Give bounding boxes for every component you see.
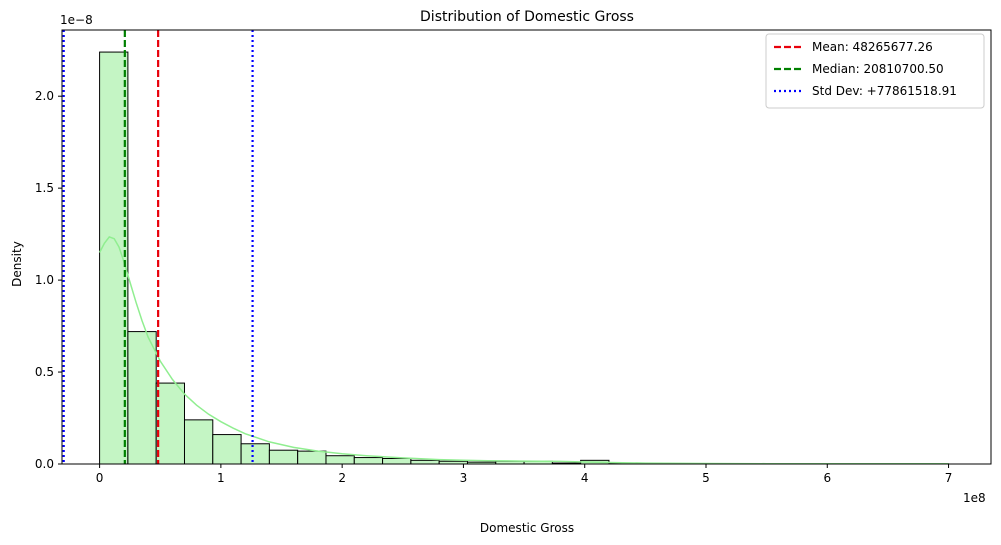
- histogram-bar: [268, 449, 299, 465]
- legend: Mean: 48265677.26 Median: 20810700.50 Std …: [765, 33, 985, 109]
- legend-label: Median: 20810700.50: [812, 62, 944, 76]
- histogram-bar: [297, 450, 327, 465]
- x-tick-label: 7: [945, 471, 953, 485]
- x-tick-label: 5: [702, 471, 710, 485]
- histogram-bar: [155, 382, 185, 465]
- histogram-bar: [410, 459, 440, 465]
- histogram-bar: [183, 419, 214, 465]
- kde-curve: [98, 236, 949, 465]
- x-tick-label: 4: [581, 471, 589, 485]
- histogram-bar: [212, 434, 242, 465]
- x-tick-label: 3: [460, 471, 468, 485]
- chart-title: Distribution of Domestic Gross: [420, 9, 634, 25]
- x-tick-label: 2: [338, 471, 346, 485]
- x-axis-label: Domestic Gross: [480, 521, 574, 535]
- y-tick-label: 2.0: [35, 89, 54, 103]
- legend-label: Std Dev: +77861518.91: [812, 84, 957, 98]
- histogram-bar: [325, 455, 355, 465]
- x-tick-label: 1: [217, 471, 225, 485]
- y-tick-label: 1.5: [35, 181, 54, 195]
- y-tick-label: 0.5: [35, 365, 54, 379]
- x-offset-label: 1e8: [963, 491, 986, 505]
- histogram-bar: [382, 457, 412, 465]
- y-offset-label: 1e−8: [60, 13, 93, 27]
- plot-area: 0 1 2 3 4 5 6 7 0.0 0.5 1.0 1.5 2.0: [35, 29, 992, 485]
- y-tick-label: 0.0: [35, 457, 54, 471]
- histogram-bar: [99, 51, 129, 465]
- legend-label: Mean: 48265677.26: [812, 40, 933, 54]
- histogram-bar: [127, 331, 157, 465]
- histogram-bar: [353, 457, 384, 465]
- histogram-bar: [240, 443, 270, 465]
- x-tick-label: 0: [96, 471, 104, 485]
- x-tick-label: 6: [823, 471, 831, 485]
- y-axis-label: Density: [10, 241, 24, 287]
- y-tick-label: 1.0: [35, 273, 54, 287]
- plot-frame: [61, 29, 992, 465]
- legend-box: [765, 33, 985, 109]
